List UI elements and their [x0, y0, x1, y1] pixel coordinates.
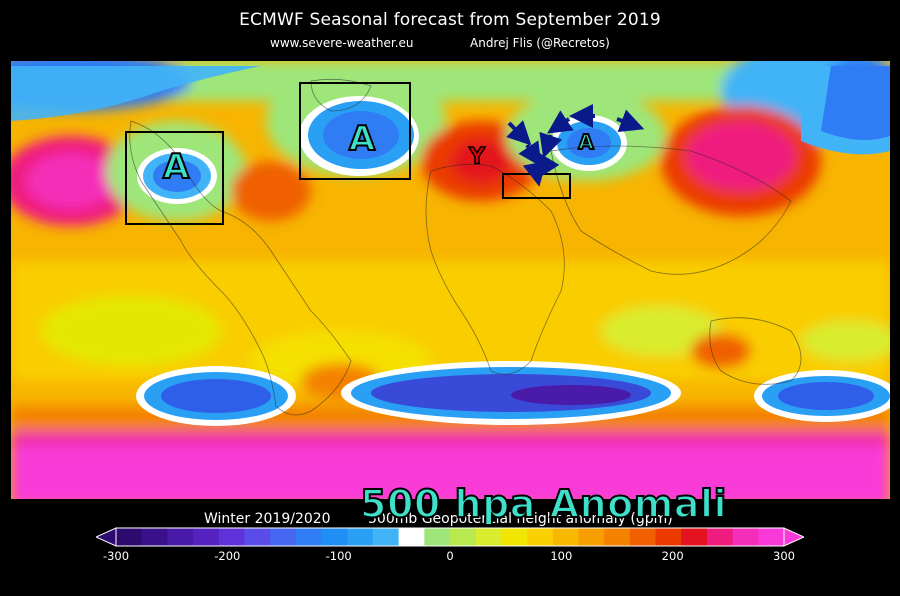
flow-arrows — [506, 104, 645, 187]
colorbar-swatch — [475, 528, 502, 546]
colorbar-swatch — [655, 528, 682, 546]
colorbar-tick-label: 300 — [773, 549, 795, 563]
chart-title: ECMWF Seasonal forecast from September 2… — [239, 10, 661, 30]
arrow-icon — [518, 140, 542, 167]
colorbar-min-arrow-icon — [96, 527, 117, 547]
colorbar-max-arrow-icon — [783, 527, 804, 547]
colorbar-swatch — [552, 528, 579, 546]
coastlines — [129, 78, 802, 416]
trough-box-atlantic — [299, 82, 411, 180]
colorbar-tick-label: 200 — [661, 549, 684, 563]
anomaly-map: A A A Y — [11, 61, 890, 499]
colorbar-swatch — [450, 528, 477, 546]
colorbar-swatch — [629, 528, 657, 546]
overlay-title: 500 hpa Anomali — [359, 481, 728, 527]
colorbar-ticks: -300 -200 -100 0 100 200 300 — [0, 549, 900, 565]
colorbar-swatch — [116, 528, 143, 546]
colorbar-swatch — [681, 528, 708, 546]
colorbar-swatch — [706, 528, 734, 546]
colorbar-swatch — [578, 528, 605, 546]
colorbar-label: 500mb Geopotential height anomaly (gpm) — [368, 511, 673, 527]
colorbar-swatch — [321, 528, 348, 546]
colorbar-swatch — [372, 528, 400, 546]
colorbar-tick-label: -300 — [102, 549, 130, 563]
colorbar-swatch — [218, 528, 245, 546]
colorbar-swatch — [347, 528, 374, 546]
arrow-icon — [547, 110, 574, 134]
colorbar-tick-label: 0 — [446, 549, 454, 563]
colorbar-swatch — [141, 528, 168, 546]
colorbar — [96, 527, 804, 547]
arrow-icon — [539, 131, 563, 159]
colorbar-tick-label: -100 — [325, 549, 352, 563]
colorbar-swatch — [424, 528, 451, 546]
arrow-icon — [536, 152, 560, 180]
colorbar-swatch — [732, 528, 759, 546]
arrow-icon — [616, 109, 645, 133]
colorbar-swatch — [295, 528, 323, 546]
colorbar-swatch — [270, 528, 297, 546]
colorbar-swatch — [167, 528, 194, 546]
colorbar-swatch — [604, 528, 631, 546]
colorbar-swatch — [758, 528, 785, 546]
colorbar-tick-label: -200 — [214, 549, 241, 563]
season-label: Winter 2019/2020 — [204, 511, 331, 527]
author-credit: Andrej Flis (@Recretos) — [470, 36, 610, 50]
colorbar-swatch — [527, 528, 554, 546]
arrow-icon — [506, 120, 532, 146]
colorbar-swatch — [501, 528, 528, 546]
colorbar-swatch — [193, 528, 220, 546]
trough-label-atlantic: A — [348, 118, 376, 160]
ridge-label-europe: Y — [468, 144, 485, 171]
trough-label-north-america: A — [162, 146, 190, 188]
trough-label-russia: A — [577, 129, 595, 155]
trough-box-north-america — [125, 131, 224, 225]
arrow-icon — [522, 160, 547, 187]
colorbar-tick-label: 100 — [550, 549, 573, 563]
colorbar-swatch — [398, 528, 425, 546]
colorbar-swatch — [244, 528, 271, 546]
site-credit: www.severe-weather.eu — [270, 36, 414, 50]
